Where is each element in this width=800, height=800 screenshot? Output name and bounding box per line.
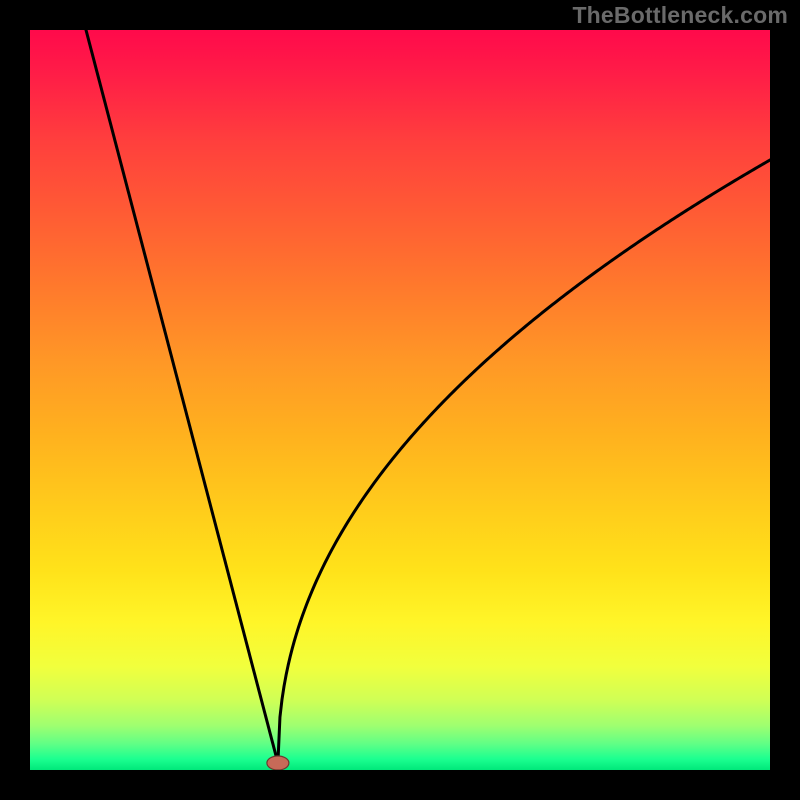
chart-container: TheBottleneck.com [0,0,800,800]
plot-area [30,30,770,770]
chart-svg [30,30,770,770]
watermark-text: TheBottleneck.com [572,2,788,29]
gradient-background [30,30,770,770]
optimal-point-marker [267,756,289,770]
